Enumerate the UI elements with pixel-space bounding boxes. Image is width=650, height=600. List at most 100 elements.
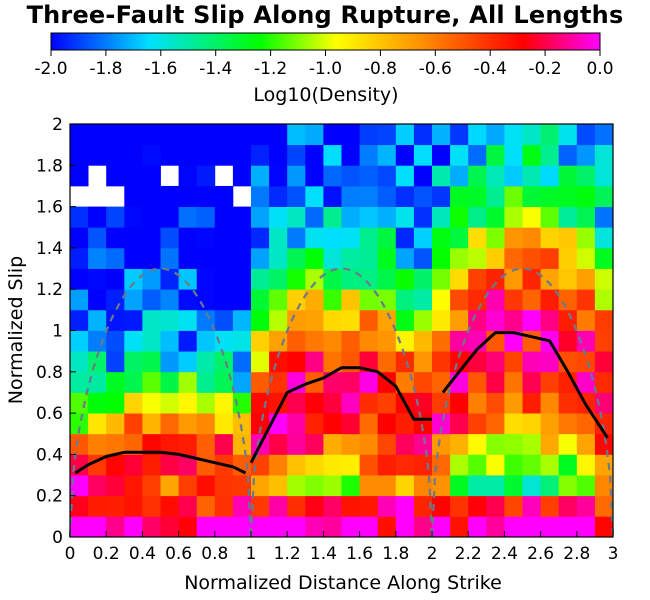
heatmap-cell [124, 433, 143, 455]
heatmap-cell [341, 495, 360, 517]
heatmap-cell [124, 454, 143, 476]
heatmap-cell [269, 227, 288, 249]
heatmap-cell [160, 289, 179, 311]
heatmap-cell [305, 165, 324, 187]
heatmap-cell [305, 433, 324, 455]
heatmap-cell [142, 289, 161, 311]
heatmap-cell [341, 413, 360, 435]
heatmap-cell [106, 330, 125, 352]
heatmap-cell [142, 227, 161, 249]
heatmap-cell [269, 289, 288, 311]
heatmap-cell [160, 124, 179, 146]
y-tick-label: 0.8 [36, 363, 63, 383]
heatmap-cell [88, 475, 107, 497]
x-tick-label: 2.4 [491, 544, 518, 564]
heatmap-cell [432, 185, 451, 207]
heatmap-cell [251, 247, 270, 269]
heatmap-cell [540, 185, 560, 207]
heatmap-cell [522, 227, 541, 249]
y-tick-label: 0.6 [36, 404, 63, 424]
heatmap-cell [196, 247, 216, 269]
heatmap-cell [160, 185, 179, 207]
heatmap-cell [486, 413, 505, 435]
heatmap-cell [124, 475, 143, 497]
heatmap-cell [214, 289, 234, 311]
heatmap-cell [232, 206, 252, 228]
colorbar-tick-label: -0.6 [419, 59, 452, 79]
heatmap-cell [251, 309, 270, 331]
heatmap-cell [142, 247, 161, 269]
heatmap-cell [214, 475, 234, 497]
heatmap-cell [395, 309, 415, 331]
heatmap-cell [106, 371, 125, 393]
heatmap-cell [142, 165, 161, 187]
heatmap-cell [432, 433, 451, 455]
heatmap-cell [88, 330, 107, 352]
heatmap-cell [594, 454, 614, 476]
heatmap-cell [251, 144, 270, 166]
colorbar-gradient [50, 32, 601, 51]
heatmap-cell [377, 289, 397, 311]
heatmap-cell [323, 475, 342, 497]
heatmap-cell [142, 454, 161, 476]
heatmap-cell [232, 144, 252, 166]
heatmap-cell [106, 165, 125, 187]
heatmap-cell [540, 247, 560, 269]
x-tick-label: 2.2 [455, 544, 482, 564]
heatmap-cell [468, 516, 487, 538]
heatmap-cell [594, 268, 614, 290]
heatmap-cell [88, 289, 107, 311]
heatmap-cell [395, 206, 415, 228]
x-axis-label: Normalized Distance Along Strike [184, 572, 502, 594]
heatmap-cell [522, 185, 541, 207]
heatmap-cell [558, 268, 578, 290]
heatmap-cell [341, 330, 360, 352]
heatmap-cell [287, 454, 306, 476]
heatmap-cell [377, 330, 397, 352]
heatmap-cell [468, 454, 487, 476]
heatmap-cell [251, 475, 270, 497]
heatmap-cell [576, 475, 596, 497]
heatmap-cell [504, 206, 523, 228]
heatmap-cell [359, 392, 379, 414]
heatmap-cell [196, 289, 216, 311]
heatmap-cell [413, 124, 433, 146]
heatmap-cell [359, 475, 379, 497]
heatmap-cell [196, 309, 216, 331]
heatmap-cell [142, 495, 161, 517]
heatmap-cell [540, 516, 560, 538]
heatmap-cell [232, 165, 252, 187]
heatmap-cell [468, 144, 487, 166]
plot-area [68, 123, 615, 538]
heatmap-cell [504, 289, 523, 311]
heatmap-cell [504, 165, 523, 187]
heatmap-cell [124, 268, 143, 290]
heatmap-cell [395, 185, 415, 207]
heatmap-cell [341, 475, 360, 497]
heatmap-cell [558, 454, 578, 476]
heatmap-cell [395, 227, 415, 249]
heatmap-cell [70, 165, 89, 187]
heatmap-cell [178, 516, 198, 538]
heatmap-cell [88, 371, 107, 393]
heatmap-cell [395, 495, 415, 517]
heatmap-cell [377, 392, 397, 414]
heatmap-cell [196, 413, 216, 435]
heatmap-cell [377, 495, 397, 517]
heatmap-cell [287, 144, 306, 166]
heatmap-cell [468, 413, 487, 435]
heatmap-cell [287, 289, 306, 311]
heatmap-cell [160, 268, 179, 290]
heatmap-cell [359, 309, 379, 331]
heatmap-cell [124, 309, 143, 331]
heatmap-cell [178, 371, 198, 393]
heatmap-cell [576, 433, 596, 455]
heatmap-cell [323, 206, 342, 228]
heatmap-cell [522, 144, 541, 166]
heatmap-cell [160, 351, 179, 373]
heatmap-cell [214, 144, 234, 166]
heatmap-cell [504, 413, 523, 435]
heatmap-cell [305, 124, 324, 146]
heatmap-cell [377, 309, 397, 331]
